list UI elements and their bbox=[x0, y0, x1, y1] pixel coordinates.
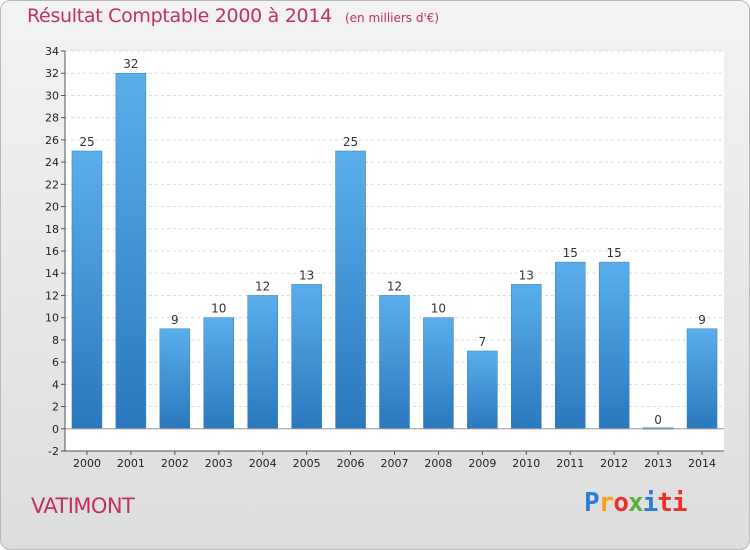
y-tick-label: 34 bbox=[45, 45, 59, 58]
bar bbox=[423, 317, 454, 430]
bar-value-label: 25 bbox=[343, 135, 358, 149]
y-tick-label: 6 bbox=[52, 356, 59, 369]
proxiti-logo: Proxiti bbox=[584, 488, 688, 518]
y-tick-label: 26 bbox=[45, 134, 59, 147]
bar bbox=[71, 150, 103, 430]
bar bbox=[291, 284, 322, 430]
y-tick-label: 30 bbox=[45, 89, 59, 102]
chart-title-unit: (en milliers d'€) bbox=[344, 11, 440, 25]
bar-value-label: 13 bbox=[519, 268, 534, 282]
x-tick-label: 2011 bbox=[556, 457, 584, 470]
y-tick-label: 28 bbox=[45, 112, 59, 125]
logo-letter: o bbox=[613, 488, 629, 518]
bar-value-label: 12 bbox=[387, 279, 402, 293]
x-tick-label: 2000 bbox=[73, 457, 101, 470]
bar-value-label: 12 bbox=[255, 279, 270, 293]
bar-value-label: 32 bbox=[123, 57, 138, 71]
x-tick-label: 2005 bbox=[293, 457, 321, 470]
commune-name: VATIMONT bbox=[31, 494, 135, 518]
bar bbox=[335, 150, 366, 430]
x-tick-label: 2001 bbox=[117, 457, 145, 470]
bar bbox=[115, 72, 147, 430]
bar-value-label: 9 bbox=[698, 313, 706, 327]
y-tick-label: 0 bbox=[52, 423, 59, 436]
y-tick-label: 32 bbox=[45, 67, 59, 80]
bar-value-label: 7 bbox=[479, 335, 487, 349]
bar-value-label: 15 bbox=[563, 246, 578, 260]
logo-letter: x bbox=[627, 488, 644, 518]
bar bbox=[203, 317, 235, 430]
y-tick-label: 16 bbox=[45, 245, 59, 258]
chart-title: Résultat Comptable 2000 à 2014 (en milli… bbox=[27, 5, 439, 27]
bar bbox=[159, 328, 191, 430]
logo-letter: i bbox=[642, 488, 659, 518]
bar bbox=[554, 261, 586, 430]
logo-letter: ti bbox=[657, 488, 687, 518]
bar bbox=[511, 284, 542, 430]
x-tick-label: 2009 bbox=[468, 457, 496, 470]
x-tick-label: 2004 bbox=[249, 457, 277, 470]
bar-value-label: 15 bbox=[607, 246, 622, 260]
bar bbox=[379, 295, 410, 430]
x-tick-label: 2012 bbox=[600, 457, 628, 470]
x-tick-label: 2013 bbox=[644, 457, 672, 470]
bar bbox=[467, 350, 498, 430]
bar-value-label: 13 bbox=[299, 268, 314, 282]
y-tick-label: 14 bbox=[45, 267, 59, 280]
x-tick-label: 2008 bbox=[424, 457, 452, 470]
logo-letter: P bbox=[584, 488, 600, 518]
y-tick-label: 10 bbox=[45, 312, 59, 325]
bar-value-label: 25 bbox=[79, 135, 94, 149]
y-tick-label: 12 bbox=[45, 289, 59, 302]
x-tick-label: 2002 bbox=[161, 457, 189, 470]
x-tick-label: 2010 bbox=[512, 457, 540, 470]
y-tick-label: 22 bbox=[45, 178, 59, 191]
bar bbox=[247, 295, 278, 430]
bar-value-label: 0 bbox=[654, 413, 662, 427]
bar bbox=[598, 261, 630, 430]
bar bbox=[686, 328, 718, 430]
y-tick-label: 20 bbox=[45, 201, 59, 214]
y-tick-label: -2 bbox=[48, 445, 59, 458]
bar-value-label: 10 bbox=[211, 302, 226, 316]
y-tick-label: 4 bbox=[52, 378, 59, 391]
bar-value-label: 9 bbox=[171, 313, 179, 327]
y-tick-label: 24 bbox=[45, 156, 59, 169]
x-tick-label: 2014 bbox=[688, 457, 716, 470]
bar-value-label: 10 bbox=[431, 302, 446, 316]
logo-letter: r bbox=[598, 488, 615, 518]
x-tick-label: 2007 bbox=[381, 457, 409, 470]
x-tick-label: 2006 bbox=[337, 457, 365, 470]
y-tick-label: 2 bbox=[52, 401, 59, 414]
chart-title-main: Résultat Comptable 2000 à 2014 bbox=[27, 5, 332, 27]
x-tick-label: 2003 bbox=[205, 457, 233, 470]
y-tick-label: 8 bbox=[52, 334, 59, 347]
y-tick-label: 18 bbox=[45, 223, 59, 236]
